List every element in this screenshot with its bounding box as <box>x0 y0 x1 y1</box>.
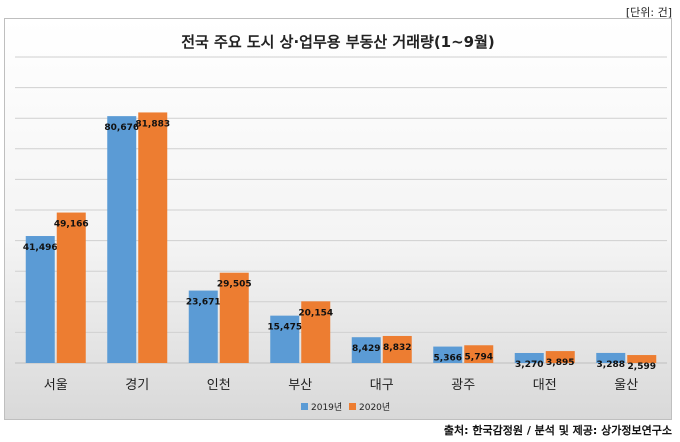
category-labels: 서울 경기 인천 부산 대구 광주 대전 울산 <box>44 378 638 393</box>
bar-2019 <box>514 352 544 363</box>
data-label: 15,475 <box>267 323 302 333</box>
data-label: 3,270 <box>515 360 543 370</box>
data-label: 23,671 <box>186 298 221 308</box>
data-label: 8,832 <box>383 343 411 353</box>
bar-2020 <box>219 272 249 363</box>
data-label: 3,895 <box>546 358 574 368</box>
bar-2020 <box>56 212 86 363</box>
data-label: 49,166 <box>54 220 89 230</box>
bar-chart: 전국 주요 도시 상·업무용 부동산 거래량(1~9월) 41,496 49,16… <box>15 33 667 413</box>
bar-2020 <box>464 345 494 363</box>
category-label: 광주 <box>451 378 475 393</box>
category-label: 경기 <box>125 378 149 393</box>
bar-2020 <box>545 351 575 363</box>
data-label: 8,429 <box>352 344 380 354</box>
legend-swatch <box>349 403 356 410</box>
bar-2020 <box>138 112 168 363</box>
legend: 2019년 2020년 <box>301 402 390 413</box>
bar-2019 <box>188 290 218 363</box>
legend-label: 2019년 <box>311 402 342 413</box>
category-label: 대구 <box>370 378 394 393</box>
category-label: 대전 <box>533 378 557 393</box>
legend-label: 2020년 <box>359 402 390 413</box>
data-label: 5,366 <box>434 354 462 364</box>
bar-2019 <box>270 315 300 363</box>
data-label: 3,288 <box>597 360 625 370</box>
source-note: 출처: 한국감정원 / 분석 및 제공: 상가정보연구소 <box>443 424 672 437</box>
chart-title: 전국 주요 도시 상·업무용 부동산 거래량(1~9월) <box>181 33 495 51</box>
bar-2019 <box>107 116 137 363</box>
data-label: 20,154 <box>298 308 333 318</box>
data-label: 2,599 <box>628 362 656 372</box>
bar-2019 <box>433 346 463 363</box>
category-label: 부산 <box>288 378 312 393</box>
bar-2019 <box>25 236 55 363</box>
data-label: 5,794 <box>465 352 493 362</box>
data-label: 29,505 <box>217 280 252 290</box>
data-label: 81,883 <box>135 119 170 129</box>
category-label: 서울 <box>44 378 68 393</box>
bar-2020 <box>382 335 412 363</box>
data-label: 41,496 <box>23 243 58 253</box>
unit-label: [단위: 건] <box>625 6 672 19</box>
bar-2020 <box>627 355 657 363</box>
bar-2019 <box>596 352 626 363</box>
chart-panel: 전국 주요 도시 상·업무용 부동산 거래량(1~9월) 41,496 49,16… <box>4 18 672 420</box>
bar-2019 <box>351 337 381 363</box>
data-label: 80,676 <box>104 123 139 133</box>
category-label: 인천 <box>207 378 231 393</box>
category-label: 울산 <box>614 378 638 393</box>
bar-2020 <box>301 301 331 363</box>
legend-swatch <box>301 403 308 410</box>
